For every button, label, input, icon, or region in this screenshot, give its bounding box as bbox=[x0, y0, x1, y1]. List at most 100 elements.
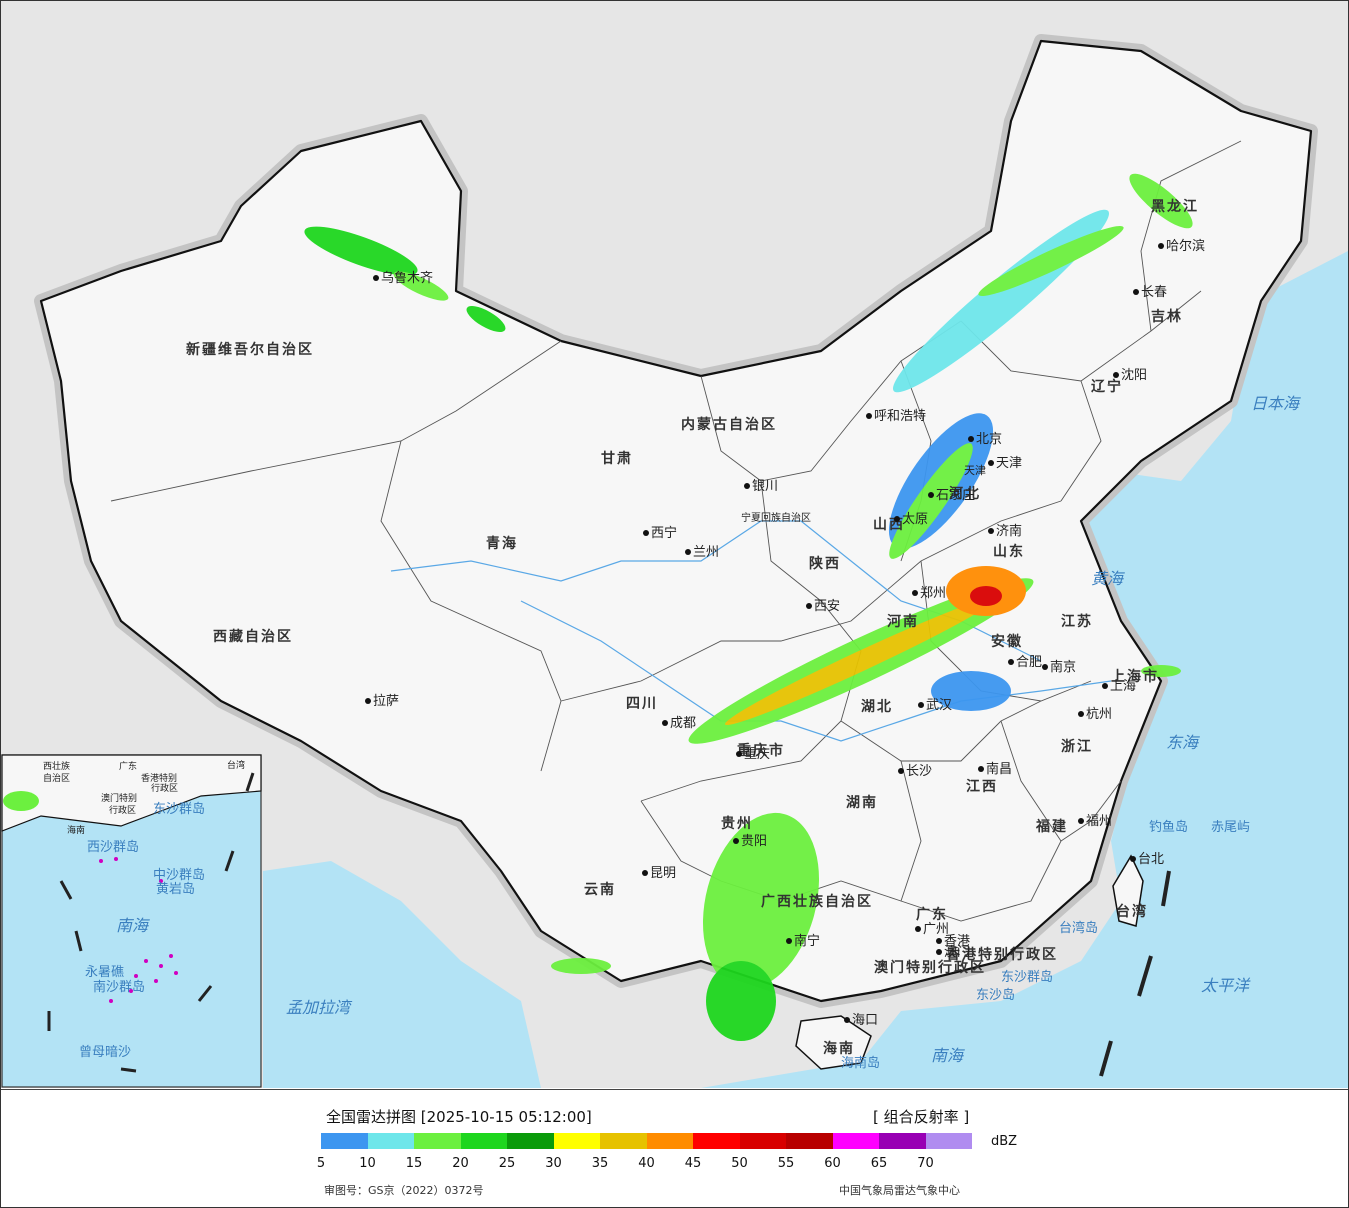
city-dot bbox=[373, 275, 379, 281]
inset-label-hk: 香港特别 bbox=[141, 772, 177, 784]
label-heilongjiang: 黑龙江 bbox=[1151, 198, 1199, 215]
city-dot bbox=[662, 720, 668, 726]
label-pacific: 太平洋 bbox=[1201, 976, 1251, 995]
city-dot bbox=[642, 870, 648, 876]
label-neimenggu: 内蒙古自治区 bbox=[681, 416, 777, 433]
label-chongqing-shi: 重庆市 bbox=[737, 742, 785, 759]
inset-label-dongsha: 东沙群岛 bbox=[153, 801, 205, 817]
color-swatch bbox=[786, 1133, 833, 1149]
hainan-island bbox=[795, 1015, 872, 1070]
color-swatch bbox=[879, 1133, 926, 1149]
city-dot bbox=[968, 436, 974, 442]
city-dot bbox=[1130, 856, 1136, 862]
label-hainan-island: 海南岛 bbox=[841, 1055, 880, 1071]
city-label: 拉萨 bbox=[373, 694, 399, 709]
label-sea-yellow: 黄海 bbox=[1091, 569, 1125, 588]
city-dot bbox=[1133, 289, 1139, 295]
taiwan-island bbox=[1112, 854, 1144, 927]
label-taiwan: 台湾 bbox=[1116, 903, 1148, 920]
label-henan: 河南 bbox=[887, 613, 919, 630]
label-hainan: 海南 bbox=[823, 1040, 855, 1057]
label-jilin: 吉林 bbox=[1151, 308, 1183, 325]
label-bay-bengal: 孟加拉湾 bbox=[286, 998, 353, 1017]
inset-label-zizhiqu: 自治区 bbox=[43, 772, 70, 784]
city-dot bbox=[978, 766, 984, 772]
city-label: 银川 bbox=[752, 479, 778, 494]
inset-label-south-sea: 南海 bbox=[116, 916, 150, 935]
label-jiangsu: 江苏 bbox=[1061, 613, 1093, 630]
label-shanghai-shi: 上海市 bbox=[1111, 668, 1159, 685]
city-dot bbox=[912, 590, 918, 596]
label-qinghai: 青海 bbox=[486, 535, 518, 552]
scale-tick-label: 65 bbox=[870, 1156, 888, 1171]
city-label: 兰州 bbox=[693, 545, 719, 560]
city-label: 太原 bbox=[902, 512, 928, 527]
city-label: 南宁 bbox=[794, 933, 820, 949]
city-dot bbox=[736, 751, 742, 757]
city-dot bbox=[894, 516, 900, 522]
radar-echoes bbox=[304, 173, 1193, 1041]
color-swatch bbox=[553, 1133, 600, 1149]
inset-label-macau2: 行政区 bbox=[109, 804, 136, 816]
label-shandong: 山东 bbox=[993, 543, 1025, 560]
label-tianjin-prov: 天津 bbox=[964, 464, 986, 477]
map-approval-number: 审图号：GS京（2022）0372号 bbox=[324, 1184, 484, 1197]
city-dot bbox=[1008, 659, 1014, 665]
inset-label-hk2: 行政区 bbox=[151, 782, 178, 794]
scale-tick-label: 60 bbox=[824, 1156, 841, 1171]
label-sea-japan: 日本海 bbox=[1251, 394, 1301, 413]
legend-product: [ 组合反射率 ] bbox=[873, 1108, 970, 1126]
city-dot bbox=[365, 698, 371, 704]
scale-tick-label: 40 bbox=[638, 1156, 655, 1171]
echo-xinjiang bbox=[304, 226, 418, 276]
label-sichuan: 四川 bbox=[626, 696, 658, 712]
scale-tick-label: 20 bbox=[452, 1156, 469, 1171]
label-dongsha-dao: 东沙岛 bbox=[976, 987, 1015, 1003]
label-diaoyu: 钓鱼岛 bbox=[1149, 819, 1188, 835]
province-labels: 新疆维吾尔自治区 西藏自治区 青海 甘肃 内蒙古自治区 黑龙江 吉林 辽宁 河北… bbox=[186, 198, 1199, 1057]
scale-tick-label: 5 bbox=[316, 1156, 326, 1171]
city-label: 广州 bbox=[923, 922, 949, 937]
city-dot bbox=[918, 702, 924, 708]
city-dot bbox=[844, 1017, 850, 1023]
city-dot bbox=[1113, 372, 1119, 378]
city-dot bbox=[1102, 683, 1108, 689]
label-taiwan-island: 台湾岛 bbox=[1059, 920, 1098, 936]
city-label: 台北 bbox=[1138, 852, 1164, 867]
label-yunnan: 云南 bbox=[584, 881, 616, 898]
inset-label-zhongsha: 中沙群岛 bbox=[153, 867, 205, 883]
city-label: 长春 bbox=[1141, 285, 1167, 300]
city-label: 石家庄 bbox=[936, 487, 975, 503]
city-label: 南京 bbox=[1050, 659, 1076, 675]
inset-label-yongshu: 永暑礁 bbox=[85, 964, 124, 980]
city-label: 重庆 bbox=[744, 746, 770, 762]
inset-label-guangdong: 广东 bbox=[119, 760, 137, 772]
city-label: 昆明 bbox=[650, 866, 676, 881]
inset-label-huangyan: 黄岩岛 bbox=[156, 881, 195, 897]
city-label: 香港 bbox=[944, 934, 970, 949]
label-sea-east: 东海 bbox=[1166, 733, 1200, 752]
scale-tick-label: 45 bbox=[684, 1156, 702, 1171]
echo-south bbox=[702, 812, 820, 990]
bay-of-bengal bbox=[263, 861, 541, 1088]
city-dot bbox=[744, 483, 750, 489]
legend-panel: 全国雷达拼图 [2025-10-15 05:12:00] [ 组合反射率 ] d… bbox=[1, 1089, 1348, 1207]
color-swatch bbox=[460, 1133, 507, 1149]
label-chiwei: 赤尾屿 bbox=[1211, 820, 1250, 835]
city-dot bbox=[733, 838, 739, 844]
city-dot bbox=[866, 413, 872, 419]
nine-dash-line bbox=[1099, 870, 1171, 1077]
city-label: 哈尔滨 bbox=[1166, 238, 1205, 254]
city-label: 合肥 bbox=[1016, 655, 1042, 670]
city-label: 澳门 bbox=[944, 944, 970, 960]
city-label: 呼和浩特 bbox=[874, 409, 926, 424]
label-shaanxi: 陕西 bbox=[809, 555, 841, 572]
inset-label-hainan: 海南 bbox=[67, 824, 85, 836]
scale-tick-label: 10 bbox=[359, 1156, 376, 1171]
label-liaoning: 辽宁 bbox=[1091, 378, 1123, 395]
city-dot bbox=[1042, 664, 1048, 670]
label-guizhou: 贵州 bbox=[721, 815, 753, 832]
label-shanxi: 山西 bbox=[873, 517, 905, 533]
scale-tick-label: 50 bbox=[731, 1156, 748, 1171]
city-label: 北京 bbox=[976, 432, 1002, 447]
